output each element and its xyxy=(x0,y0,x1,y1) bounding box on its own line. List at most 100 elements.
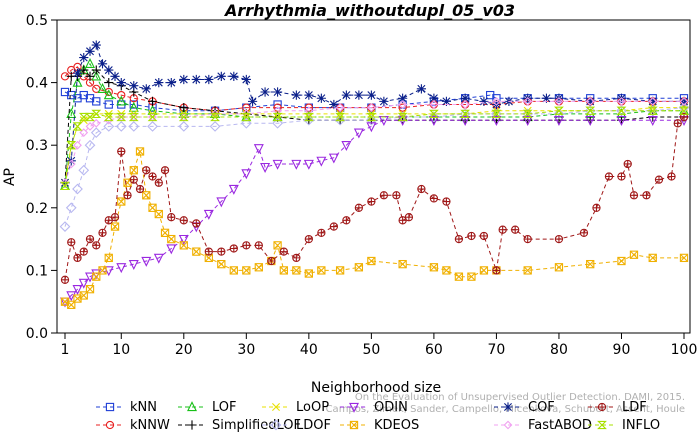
data-point-ldof xyxy=(553,108,565,120)
data-point-cof xyxy=(329,99,339,110)
data-point-ldof xyxy=(103,121,115,132)
data-point-cof xyxy=(104,65,114,75)
data-point-simplifiedlof xyxy=(147,96,158,106)
data-point-kdeos xyxy=(398,259,407,269)
data-point-odin xyxy=(616,116,627,126)
data-point-cof xyxy=(91,40,101,50)
data-point-knn xyxy=(129,100,138,109)
data-point-kdeos xyxy=(111,222,120,231)
legend-marker-loop xyxy=(272,403,280,411)
data-point-ldof xyxy=(272,117,283,129)
data-point-kdeos xyxy=(554,263,564,272)
data-point-kdeos xyxy=(336,266,345,275)
data-point-kdeos xyxy=(104,253,113,263)
data-point-ldf xyxy=(655,176,663,184)
data-point-knnw xyxy=(117,90,126,100)
legend-marker-ldf xyxy=(598,403,606,411)
x-tick-label: 1 xyxy=(61,342,70,358)
data-point-ldof xyxy=(522,108,534,120)
legend-label-ldof: LDOF xyxy=(296,418,331,433)
data-point-ldf xyxy=(73,254,82,262)
legend-entry-loop: LoOP xyxy=(262,400,329,415)
data-point-odin xyxy=(522,116,533,126)
legend-marker-odin xyxy=(349,402,359,413)
data-point-inflo xyxy=(78,112,89,122)
legend-entry-odin: ODIN xyxy=(340,400,408,415)
data-point-ldf xyxy=(630,191,638,199)
data-point-fastabod xyxy=(366,103,376,113)
data-point-kdeos xyxy=(617,256,626,266)
chart-title: Arrhythmia_withoutdupl_05_v03 xyxy=(223,1,515,20)
data-point-inflo xyxy=(554,106,564,115)
legend-label-knnw: kNNW xyxy=(130,418,170,433)
data-point-kdeos xyxy=(279,266,288,275)
legend-marker-cof xyxy=(503,402,513,412)
data-point-inflo xyxy=(428,109,439,119)
data-point-ldf xyxy=(492,266,501,274)
data-point-kdeos xyxy=(192,247,201,256)
data-point-ldf xyxy=(399,216,407,224)
data-point-kdeos xyxy=(304,269,313,278)
series-line-knnw xyxy=(64,66,684,112)
data-point-knn xyxy=(104,100,113,109)
data-point-ldf xyxy=(405,213,413,221)
y-tick-label: 0.1 xyxy=(26,263,48,279)
data-point-fastabod xyxy=(492,97,501,106)
data-point-kdeos xyxy=(254,263,263,272)
data-point-kdeos xyxy=(467,272,476,281)
data-point-ldf xyxy=(442,197,451,206)
data-point-lof xyxy=(128,101,139,112)
data-point-simplifiedlof xyxy=(85,71,95,81)
data-point-odin xyxy=(103,266,114,277)
data-point-kdeos xyxy=(317,266,326,275)
data-point-ldf xyxy=(267,257,275,265)
data-point-odin xyxy=(216,197,227,208)
data-point-kdeos xyxy=(154,210,163,219)
legend-entry-simplifiedlof: SimplifiedLOF xyxy=(178,418,301,433)
data-point-odin xyxy=(316,156,327,167)
data-point-kdeos xyxy=(467,272,476,281)
legend-label-inflo: INFLO xyxy=(622,418,660,433)
data-point-simplifiedlof xyxy=(104,78,114,88)
series-kdeos xyxy=(60,147,689,309)
data-point-odin xyxy=(66,291,77,302)
data-point-ldf xyxy=(499,226,507,234)
data-point-ldf xyxy=(455,235,463,243)
data-point-simplifiedlof xyxy=(91,65,101,75)
data-point-ldof xyxy=(65,202,77,214)
data-point-kdeos xyxy=(142,191,151,200)
plot-frame xyxy=(56,19,691,334)
data-point-kdeos xyxy=(680,253,688,262)
data-point-inflo xyxy=(147,112,158,122)
data-point-fastabod xyxy=(85,122,95,131)
data-point-cof xyxy=(272,87,283,97)
x-tick-label: 30 xyxy=(237,342,255,358)
data-point-odin xyxy=(291,159,302,170)
data-point-fastabod xyxy=(304,106,314,116)
data-point-cof xyxy=(141,84,151,94)
data-point-cof xyxy=(191,74,201,85)
data-point-cof xyxy=(216,71,226,81)
data-point-kdeos xyxy=(617,257,626,265)
data-point-lof xyxy=(116,95,127,106)
data-point-inflo xyxy=(647,106,658,115)
data-point-odin xyxy=(166,244,177,255)
series-line-kdeos xyxy=(64,151,684,306)
data-point-ldf xyxy=(161,166,169,174)
data-point-kdeos xyxy=(136,147,145,156)
legend-marker-simplifiedlof xyxy=(187,420,197,430)
data-point-kdeos xyxy=(92,272,101,281)
data-point-odin xyxy=(272,159,283,170)
data-point-fastabod xyxy=(335,103,345,113)
data-point-cof xyxy=(179,74,189,85)
data-point-odin xyxy=(428,116,439,126)
data-point-ldf xyxy=(111,213,119,221)
data-point-kdeos xyxy=(229,266,238,275)
data-point-kdeos xyxy=(167,234,176,244)
data-point-kdeos xyxy=(142,191,151,200)
x-tick-label: 50 xyxy=(362,342,380,358)
legend-label-odin: ODIN xyxy=(374,400,408,415)
data-point-lof xyxy=(72,76,83,87)
data-point-kdeos xyxy=(129,166,138,175)
data-point-ldof xyxy=(240,117,252,129)
